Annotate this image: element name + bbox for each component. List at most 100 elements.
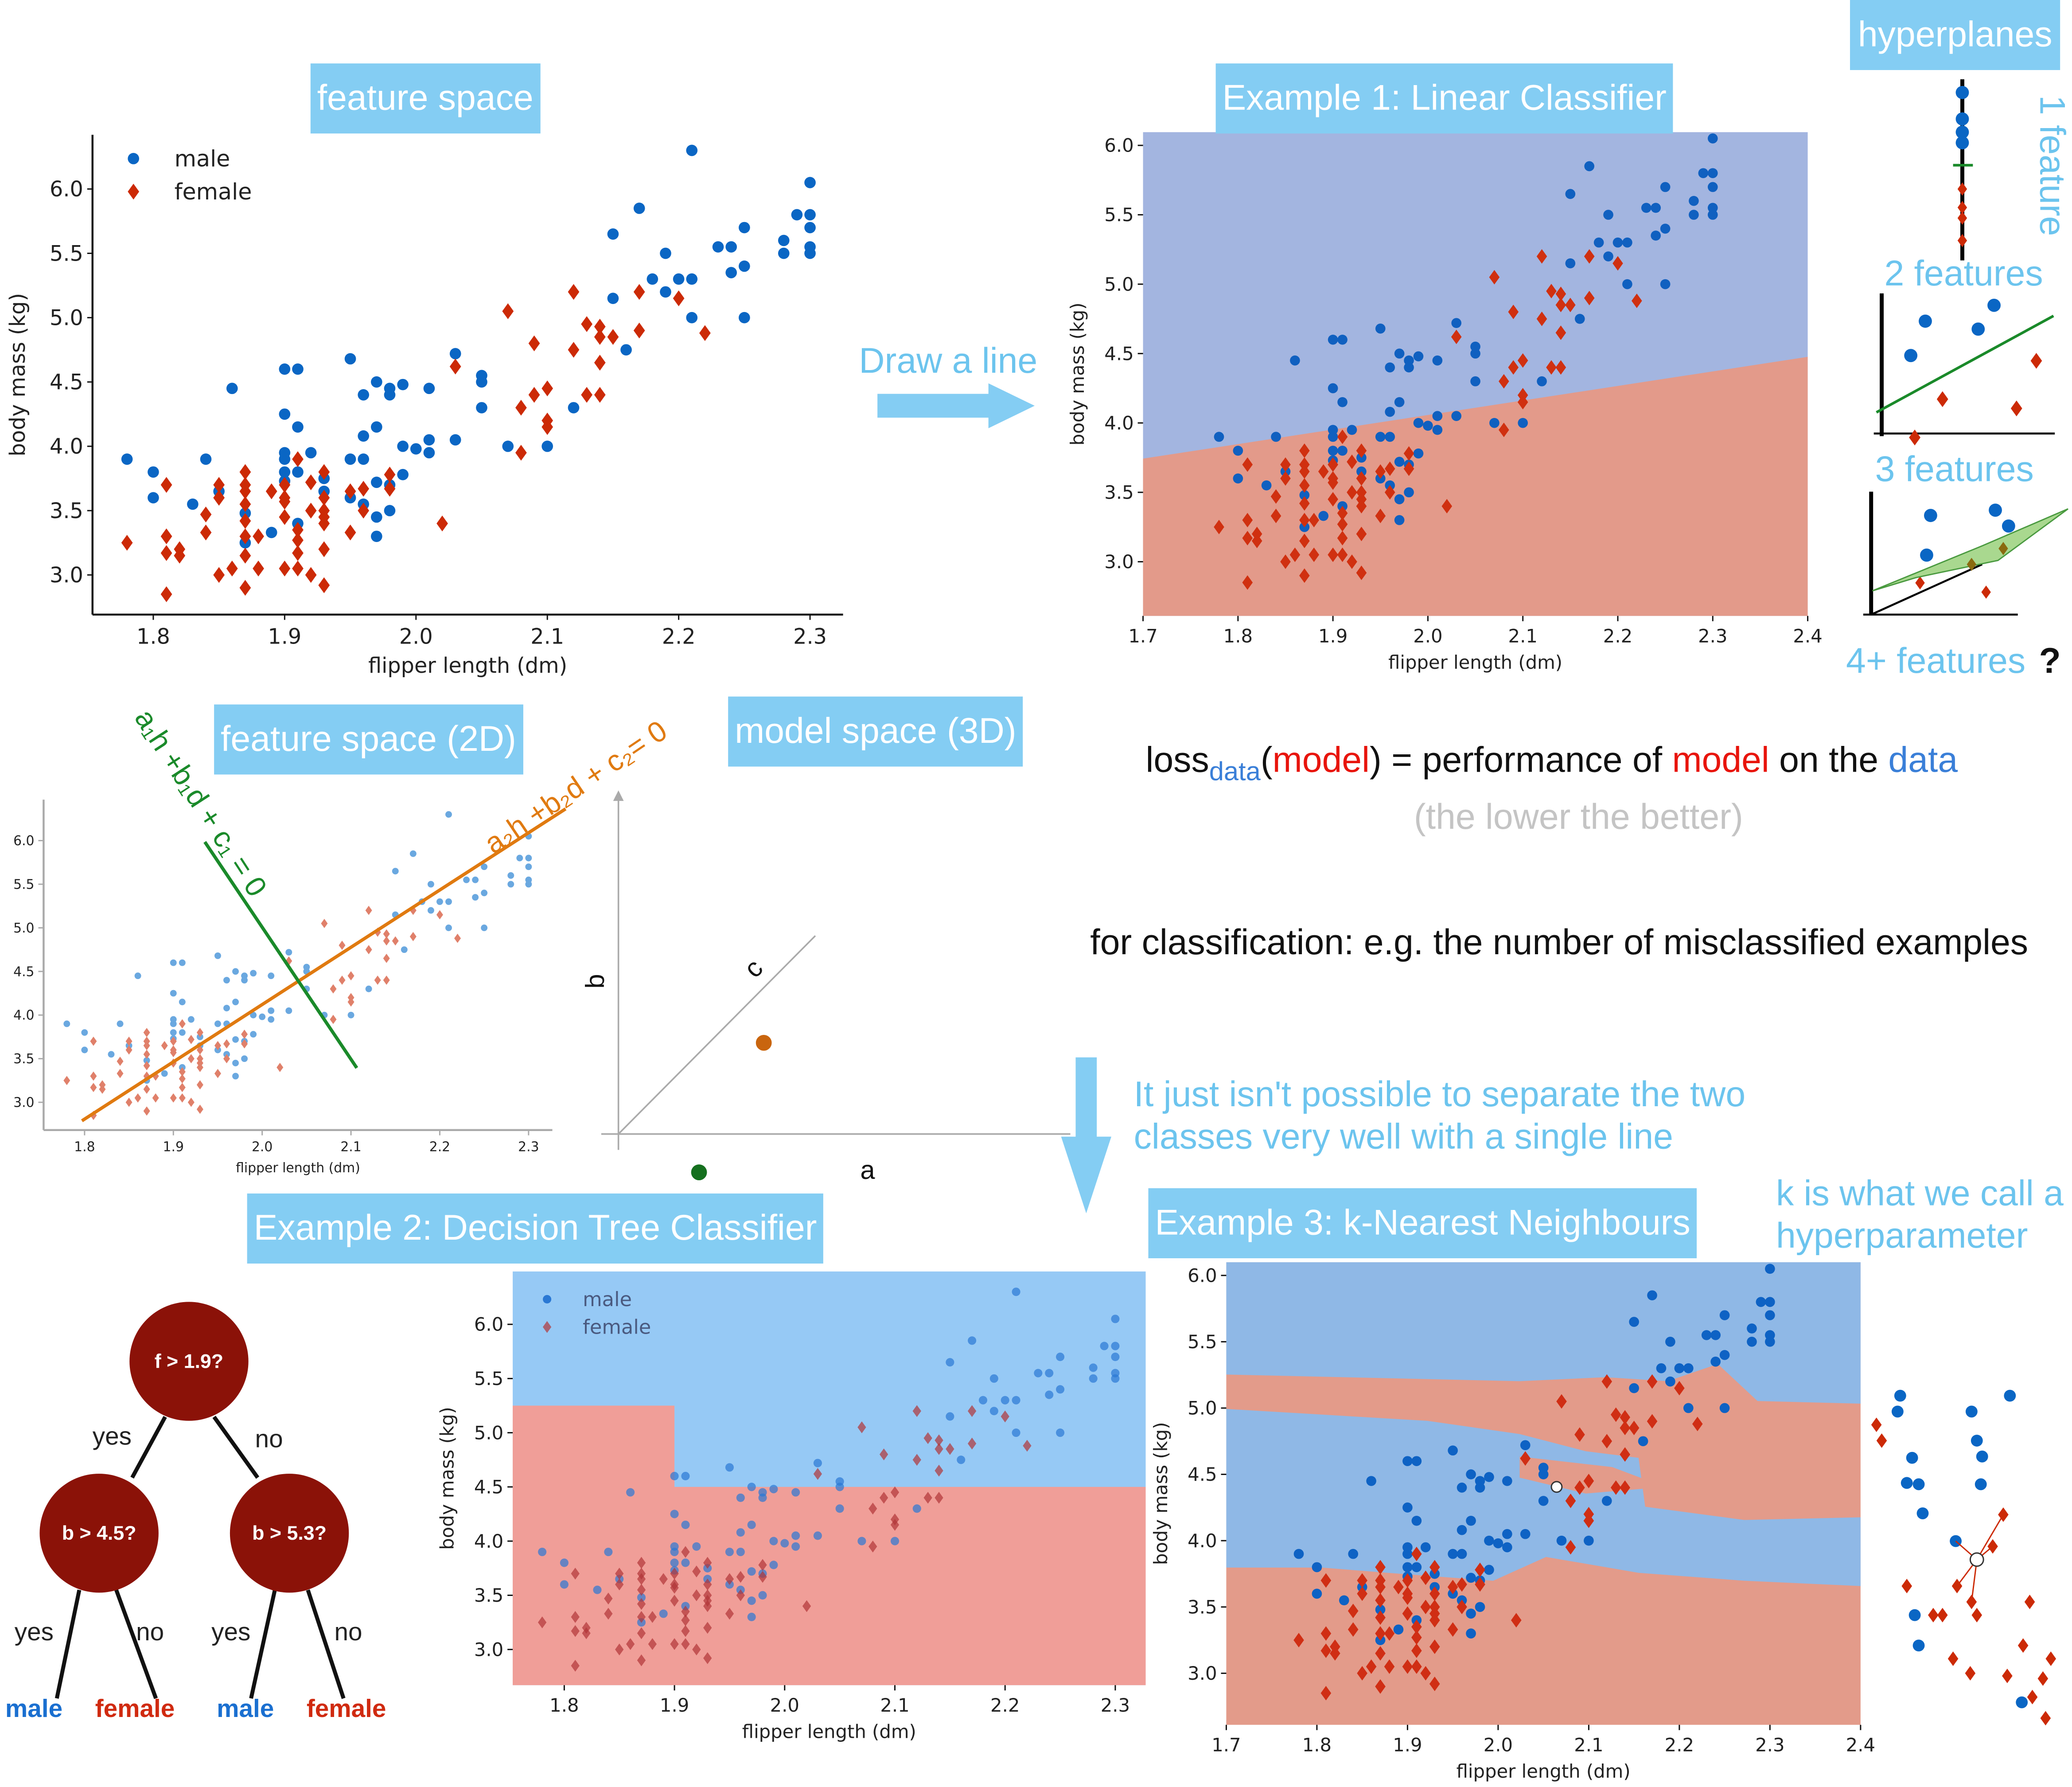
male-point [1719, 1350, 1730, 1360]
female-point [449, 359, 461, 375]
male-point [279, 363, 291, 375]
female-point [277, 1062, 284, 1072]
female-point [226, 560, 238, 577]
male-point [857, 1537, 866, 1545]
female-point [1475, 1562, 1485, 1577]
female-point [239, 547, 251, 564]
male-point [1089, 1374, 1098, 1383]
female-point [1214, 519, 1224, 535]
male-point [223, 977, 230, 984]
male-point [1556, 1535, 1567, 1546]
y-tick-label: 5.5 [1188, 1331, 1217, 1353]
female-point [1356, 527, 1367, 542]
male-point [1924, 509, 1937, 522]
male-point [81, 1029, 88, 1036]
female-point [1375, 1580, 1386, 1595]
male-point [686, 273, 698, 285]
male-point [200, 453, 212, 465]
male-point [1404, 487, 1414, 498]
arrowhead-icon [613, 790, 624, 801]
x-tick-label: 2.2 [662, 624, 696, 649]
female-point [179, 1093, 186, 1103]
x-tick-label: 1.8 [1223, 625, 1253, 647]
male-point [978, 1396, 988, 1405]
legend-male-marker [543, 1295, 552, 1303]
male-point [279, 466, 291, 478]
male-point [1012, 1396, 1020, 1405]
male-point [739, 312, 750, 324]
male-point [1698, 168, 1709, 178]
male-point [670, 1510, 679, 1518]
female-point [1411, 1630, 1422, 1645]
male-point [1233, 473, 1243, 484]
green-model-point [691, 1164, 707, 1181]
female-point [339, 940, 346, 950]
x-tick-label: 1.7 [1211, 1734, 1241, 1756]
female-point [1375, 1626, 1386, 1641]
hyperplane-illustrations [1863, 79, 2068, 616]
male-point [1470, 341, 1480, 352]
female-point [637, 1598, 646, 1610]
male-point [232, 1073, 239, 1080]
male-point [1394, 457, 1405, 467]
loss-subscript: data [1209, 757, 1261, 787]
y-tick-label: 3.5 [474, 1584, 503, 1606]
male-point [1466, 1608, 1476, 1619]
female-point [1555, 360, 1566, 375]
male-point [1375, 324, 1386, 334]
female-point [1981, 585, 1991, 599]
female-point [1402, 1606, 1413, 1621]
male-point [148, 466, 159, 478]
x-tick-label: 1.9 [1393, 1734, 1422, 1756]
female-point [2010, 400, 2022, 417]
y-tick-label: 5.5 [13, 877, 34, 892]
male-point [409, 850, 417, 857]
female-point [879, 1491, 888, 1504]
female-point [143, 1041, 150, 1050]
male-point [525, 854, 532, 862]
male-point [1707, 210, 1718, 220]
male-point [1423, 421, 1433, 431]
male-point [637, 1593, 646, 1602]
x-axis-label: flipper length (dm) [1388, 652, 1562, 673]
male-point [226, 382, 238, 394]
query-point [1550, 1481, 1563, 1493]
male-point [232, 968, 239, 975]
legend-female-label: female [583, 1315, 651, 1339]
orange-decision-line [81, 807, 567, 1122]
male-point [358, 389, 370, 401]
female-point [967, 1437, 977, 1450]
male-point [1660, 182, 1671, 192]
male-point [232, 1060, 239, 1066]
female-point [196, 1062, 203, 1072]
male-point [305, 447, 317, 459]
female-point [339, 975, 346, 985]
male-point [1339, 1595, 1349, 1606]
female-point [1957, 234, 1967, 247]
male-point [476, 376, 487, 388]
male-point [835, 1483, 844, 1491]
female-point [454, 933, 461, 943]
green-decision-line [203, 841, 358, 1069]
x-tick-label: 2.4 [1793, 625, 1822, 647]
male-point [1402, 1549, 1413, 1559]
male-point [344, 353, 356, 365]
male-point [397, 441, 409, 452]
female-point [681, 1625, 690, 1637]
male-point [1674, 1363, 1685, 1373]
y-tick-label: 4.5 [1104, 343, 1133, 364]
male-point [1404, 362, 1414, 373]
male-point [747, 1596, 756, 1605]
y-tick-label: 5.0 [1188, 1397, 1217, 1419]
male-point [1629, 1383, 1639, 1393]
male-point [1987, 298, 2001, 312]
male-point [1034, 1369, 1043, 1377]
y-tick-label: 6.0 [1188, 1264, 1217, 1286]
female-point [241, 1030, 248, 1039]
knn-illustration [1871, 1389, 2056, 1726]
x-tick-label: 2.0 [1484, 1734, 1513, 1756]
x-tick-label: 1.7 [1128, 625, 1157, 647]
male-point [170, 990, 177, 997]
chart-feature-space-2d: 1.8 1.9 2.0 2.1 2.2 2.3 3.0 3.5 4.0 4.5 5.0 5.5 6.0 f… [13, 800, 553, 1176]
male-point [170, 1029, 177, 1036]
